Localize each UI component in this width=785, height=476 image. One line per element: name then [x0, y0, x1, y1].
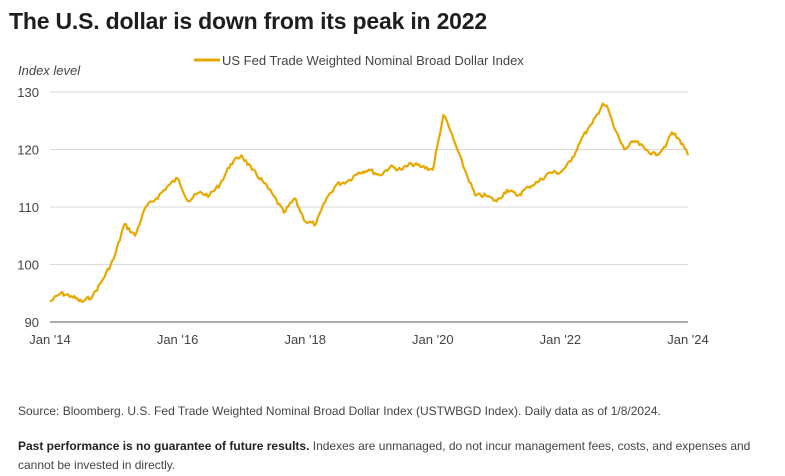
x-tick-label: Jan '22: [540, 332, 582, 347]
chart-area: Index level 90 100 110 120 130 Jan '14 Jan '16 J…: [0, 40, 785, 360]
x-tick-label: Jan '14: [29, 332, 71, 347]
x-tick-label: Jan '20: [412, 332, 454, 347]
y-tick-label: 130: [17, 85, 39, 100]
y-tick-label: 100: [17, 258, 39, 273]
chart-title: The U.S. dollar is down from its peak in…: [9, 8, 487, 34]
x-tick-label: Jan '24: [667, 332, 709, 347]
source-note: Source: Bloomberg. U.S. Fed Trade Weight…: [18, 404, 661, 418]
y-tick-label: 120: [17, 143, 39, 158]
legend-label: US Fed Trade Weighted Nominal Broad Doll…: [222, 53, 524, 68]
disclaimer-text: Indexes are unmanaged, do not incur mana…: [18, 439, 751, 472]
y-tick-label: 90: [25, 315, 39, 330]
x-tick-label: Jan '16: [157, 332, 199, 347]
line-chart: Index level 90 100 110 120 130 Jan '14 Jan '16 J…: [17, 53, 709, 347]
y-tick-label: 110: [18, 200, 39, 215]
y-axis-label: Index level: [18, 63, 81, 78]
series-line: [49, 102, 690, 303]
disclaimer: Past performance is no guarantee of futu…: [18, 437, 778, 475]
disclaimer-bold: Past performance is no guarantee of futu…: [18, 439, 310, 453]
x-tick-label: Jan '18: [284, 332, 326, 347]
